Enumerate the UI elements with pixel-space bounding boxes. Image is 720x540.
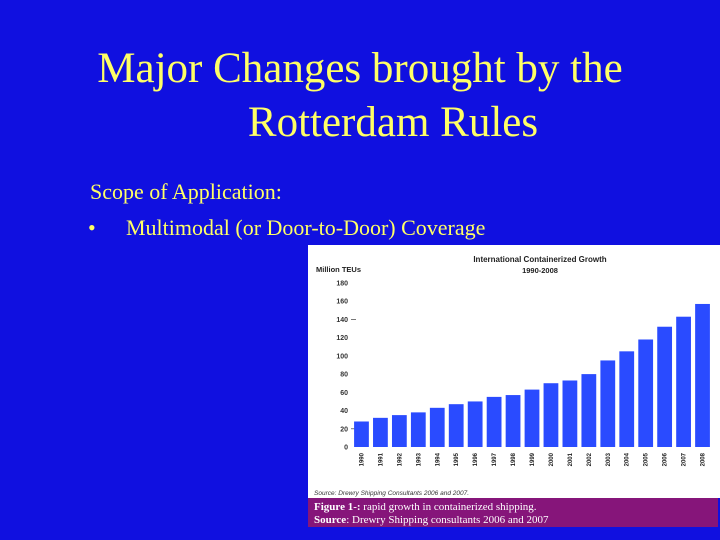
bar-1991 [373, 417, 388, 447]
y-tick-label: 20 [340, 426, 348, 433]
source-label: Source [314, 514, 347, 526]
x-tick-label: 2001 [568, 452, 574, 466]
chart-panel: International Containerized Growth 1990-2… [308, 245, 720, 498]
bar-2005 [638, 339, 654, 447]
y-tick-label: 80 [340, 372, 348, 379]
bullet-text: Multimodal (or Door-to-Door) Coverage [126, 215, 486, 240]
source-caption-line: Source: Drewry Shipping consultants 2006… [314, 514, 718, 527]
y-tick-label: 0 [344, 445, 348, 452]
y-tick-label: 160 [336, 299, 348, 306]
x-tick-label: 1997 [492, 452, 498, 466]
x-tick-label: 1999 [530, 452, 536, 466]
y-tick-label: 40 [340, 408, 348, 415]
y-tick-label: 180 [336, 281, 348, 288]
scope-label: Scope of Application: [90, 179, 282, 204]
x-tick-label: 2003 [606, 452, 612, 466]
bar-1996 [467, 401, 483, 447]
x-tick-label: 1998 [511, 452, 517, 466]
bar-1990 [354, 421, 369, 447]
x-tick-label: 2005 [644, 452, 650, 466]
x-tick-label: 2002 [587, 452, 593, 466]
y-tick-label: 140 [336, 317, 348, 324]
bar-1998 [505, 395, 521, 447]
chart-source-note: Source: Drewry Shipping Consultants 2006… [314, 490, 469, 497]
bullet-icon: • [88, 215, 96, 240]
y-axis-label: Million TEUs [316, 265, 361, 274]
bar-2006 [657, 326, 673, 447]
y-tick-label: 100 [336, 353, 348, 360]
y-tick-label: 60 [340, 390, 348, 397]
chart-title: International Containerized Growth [473, 255, 606, 264]
x-tick-label: 1996 [473, 452, 479, 466]
source-text: : Drewry Shipping consultants 2006 and 2… [346, 514, 549, 526]
figure-caption: Figure 1-: rapid growth in containerized… [308, 498, 718, 527]
bar-1995 [448, 404, 464, 447]
bar-1999 [524, 389, 540, 447]
x-tick-label: 1990 [359, 452, 365, 466]
bar-2001 [562, 380, 578, 447]
bar-2008 [695, 303, 710, 447]
y-tick-label: 120 [336, 335, 348, 342]
bar-2000 [543, 383, 559, 447]
bar-2007 [676, 316, 691, 447]
bar-1994 [429, 407, 445, 447]
x-tick-label: 1991 [378, 452, 384, 466]
x-tick-label: 2007 [682, 452, 688, 466]
x-tick-label: 2008 [701, 452, 707, 466]
figure-label: Figure 1-: [314, 501, 361, 513]
x-tick-label: 2000 [549, 452, 555, 466]
slide-title: Major Changes brought by the Rotterdam R… [0, 42, 720, 150]
slide-title-line-2: Rotterdam Rules [247, 99, 539, 146]
bar-2004 [619, 351, 635, 447]
bar-1997 [486, 396, 502, 447]
bar-2003 [600, 360, 616, 447]
bar-chart: International Containerized Growth 1990-2… [314, 255, 710, 497]
bar-1992 [391, 415, 407, 447]
chart-subtitle: 1990-2008 [522, 266, 558, 275]
bar-2002 [581, 374, 597, 447]
slide-title-line-1: Major Changes brought by the [97, 45, 623, 92]
x-tick-label: 1995 [454, 452, 460, 466]
figure-caption-line: Figure 1-: rapid growth in containerized… [314, 501, 718, 514]
figure-text: rapid growth in containerized shipping. [360, 501, 537, 513]
x-tick-label: 1993 [416, 452, 422, 466]
x-tick-label: 1994 [435, 452, 441, 466]
x-tick-label: 2006 [663, 452, 669, 466]
x-tick-label: 2004 [625, 452, 631, 466]
bar-1993 [410, 412, 426, 447]
x-tick-label: 1992 [397, 452, 403, 466]
